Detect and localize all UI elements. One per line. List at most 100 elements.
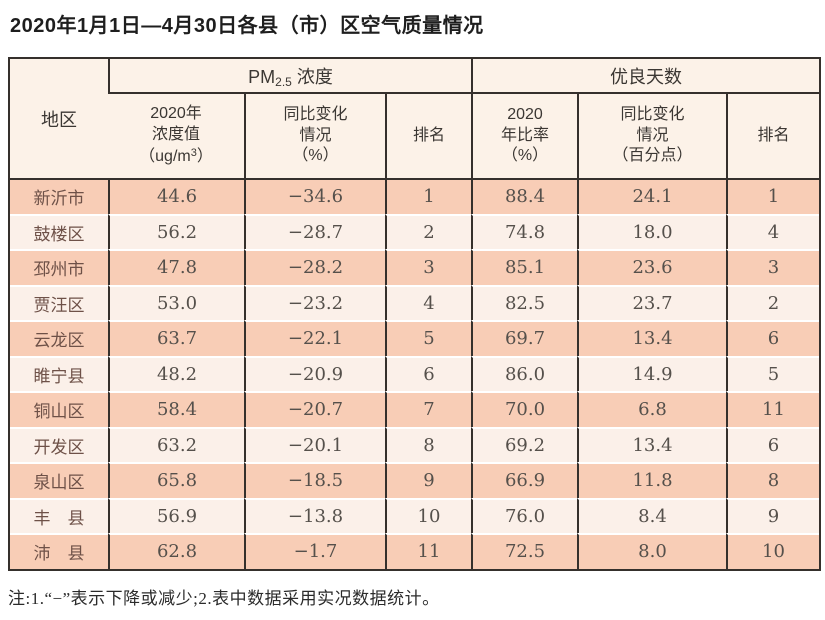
pm25-label-subscript: 2.5 [275,74,292,89]
good-rate-cell: 70.0 [471,391,577,427]
table-row: 邳州市 47.8 −28.2 3 85.1 23.6 3 [10,249,819,285]
good-rate-cell: 86.0 [471,355,577,391]
pm25-change-cell: −28.2 [244,249,385,285]
pm25-rank-cell: 10 [385,497,471,533]
cubic-superscript: 3 [190,146,197,159]
table-row: 新沂市 44.6 −34.6 1 88.4 24.1 1 [10,178,819,214]
table-row: 丰 县 56.9 −13.8 10 76.0 8.4 9 [10,497,819,533]
pm25-value-cell: 56.9 [108,497,244,533]
pm25-rank-cell: 6 [385,355,471,391]
table-row: 云龙区 63.7 −22.1 5 69.7 13.4 6 [10,320,819,356]
region-cell: 贾汪区 [10,284,108,320]
region-cell: 开发区 [10,426,108,462]
good-change-cell: 8.4 [577,497,726,533]
pm25-rank-cell: 8 [385,426,471,462]
good-change-cell: 13.4 [577,320,726,356]
pm25-change-cell: −13.8 [244,497,385,533]
region-cell: 丰 县 [10,497,108,533]
header-pm25-change: 同比变化 情况 （%） [244,92,385,178]
good-rate-cell: 72.5 [471,533,577,569]
header-region: 地区 [10,59,108,178]
pm25-change-cell: −34.6 [244,178,385,214]
pm25-change-cell: −1.7 [244,533,385,569]
table-row: 铜山区 58.4 −20.7 7 70.0 6.8 11 [10,391,819,427]
pm25-rank-cell: 5 [385,320,471,356]
header-group-row: 地区 PM2.5 浓度 优良天数 [10,59,819,178]
region-cell: 沛 县 [10,533,108,569]
footnote: 注:1.“−”表示下降或减少;2.表中数据采用实况数据统计。 [8,589,440,608]
region-cell: 睢宁县 [10,355,108,391]
region-cell: 邳州市 [10,249,108,285]
good-rank-cell: 3 [726,249,819,285]
good-rank-cell: 5 [726,355,819,391]
good-rank-cell: 6 [726,320,819,356]
good-rank-cell: 1 [726,178,819,214]
header-good-rank: 排名 [726,92,819,178]
header-good-rate: 2020 年比率 （%） [471,92,577,178]
pm25-rank-cell: 11 [385,533,471,569]
good-change-cell: 24.1 [577,178,726,214]
good-rank-cell: 6 [726,426,819,462]
table-header: 地区 PM2.5 浓度 优良天数 2020年 浓度值 （ug/m3） 同比变化 … [10,59,819,178]
pm25-value-cell: 63.2 [108,426,244,462]
region-cell: 云龙区 [10,320,108,356]
good-change-cell: 23.6 [577,249,726,285]
pm25-value-cell: 56.2 [108,213,244,249]
region-cell: 新沂市 [10,178,108,214]
good-change-cell: 6.8 [577,391,726,427]
pm25-label-rest: 浓度 [291,66,333,87]
good-rank-cell: 8 [726,462,819,498]
table-row: 泉山区 65.8 −18.5 9 66.9 11.8 8 [10,462,819,498]
table-row: 鼓楼区 56.2 −28.7 2 74.8 18.0 4 [10,213,819,249]
good-rank-cell: 10 [726,533,819,569]
pm25-change-cell: −23.2 [244,284,385,320]
table-body: 新沂市 44.6 −34.6 1 88.4 24.1 1 鼓楼区 56.2 −28.7 2 74.8 1… [10,178,819,569]
header-sub-row: 2020年 浓度值 （ug/m3） 同比变化 情况 （%） 排名 2020 年比… [10,92,819,178]
header-group-pm25: PM2.5 浓度 [108,59,471,92]
good-rate-cell: 69.2 [471,426,577,462]
good-change-cell: 23.7 [577,284,726,320]
header-group-good-days: 优良天数 [471,59,819,92]
pm25-change-cell: −20.9 [244,355,385,391]
good-rank-cell: 2 [726,284,819,320]
good-rate-cell: 69.7 [471,320,577,356]
pm25-value-cell: 53.0 [108,284,244,320]
header-pm25-rank: 排名 [385,92,471,178]
good-rate-cell: 66.9 [471,462,577,498]
pm25-rank-cell: 4 [385,284,471,320]
pm25-change-cell: −22.1 [244,320,385,356]
good-rate-cell: 82.5 [471,284,577,320]
pm25-value-cell: 65.8 [108,462,244,498]
air-quality-table: 地区 PM2.5 浓度 优良天数 2020年 浓度值 （ug/m3） 同比变化 … [8,57,821,571]
pm25-value-cell: 58.4 [108,391,244,427]
pm25-value-cell: 63.7 [108,320,244,356]
good-rank-cell: 11 [726,391,819,427]
good-change-cell: 8.0 [577,533,726,569]
good-change-cell: 11.8 [577,462,726,498]
pm25-change-cell: −20.1 [244,426,385,462]
pm25-rank-cell: 1 [385,178,471,214]
good-change-cell: 13.4 [577,426,726,462]
pm25-change-cell: −20.7 [244,391,385,427]
region-cell: 泉山区 [10,462,108,498]
table-row: 贾汪区 53.0 −23.2 4 82.5 23.7 2 [10,284,819,320]
pm25-value-cell: 47.8 [108,249,244,285]
pm25-rank-cell: 2 [385,213,471,249]
good-rate-cell: 88.4 [471,178,577,214]
page-title: 2020年1月1日—4月30日各县（市）区空气质量情况 [10,15,484,37]
pm25-label-base: PM [248,66,276,87]
region-cell: 铜山区 [10,391,108,427]
pm25-rank-cell: 3 [385,249,471,285]
region-cell: 鼓楼区 [10,213,108,249]
pm25-value-cell: 62.8 [108,533,244,569]
good-rate-cell: 85.1 [471,249,577,285]
pm25-change-cell: −28.7 [244,213,385,249]
header-good-change: 同比变化 情况 （百分点） [577,92,726,178]
good-change-cell: 18.0 [577,213,726,249]
pm25-value-cell: 44.6 [108,178,244,214]
good-rate-cell: 74.8 [471,213,577,249]
good-rank-cell: 4 [726,213,819,249]
good-rate-cell: 76.0 [471,497,577,533]
good-rank-cell: 9 [726,497,819,533]
